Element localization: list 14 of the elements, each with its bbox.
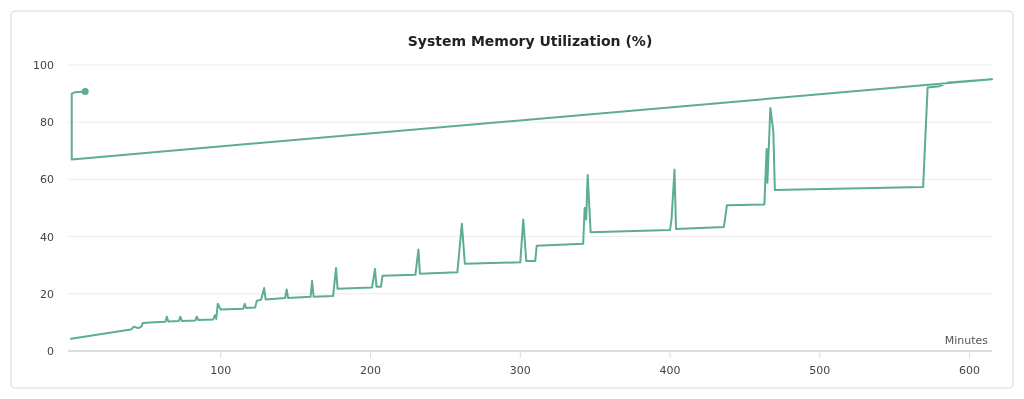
x-tick-label: 200	[360, 364, 382, 377]
y-tick-label: 80	[40, 116, 54, 130]
x-tick-label: 500	[809, 364, 831, 377]
x-tick-label: 400	[659, 364, 681, 377]
y-tick-label: 40	[40, 230, 54, 244]
chart-title: System Memory Utilization (%)	[407, 33, 653, 49]
y-tick-label: 100	[33, 59, 54, 72]
y-tick-label: 0	[47, 345, 54, 358]
x-tick-label: 100	[210, 364, 232, 377]
x-axis-title: Minutes	[944, 334, 989, 347]
x-tick-label: 600	[959, 364, 981, 377]
x-tick-label: 300	[509, 364, 531, 377]
y-tick-label: 60	[40, 173, 54, 187]
y-tick-label: 20	[40, 287, 54, 301]
